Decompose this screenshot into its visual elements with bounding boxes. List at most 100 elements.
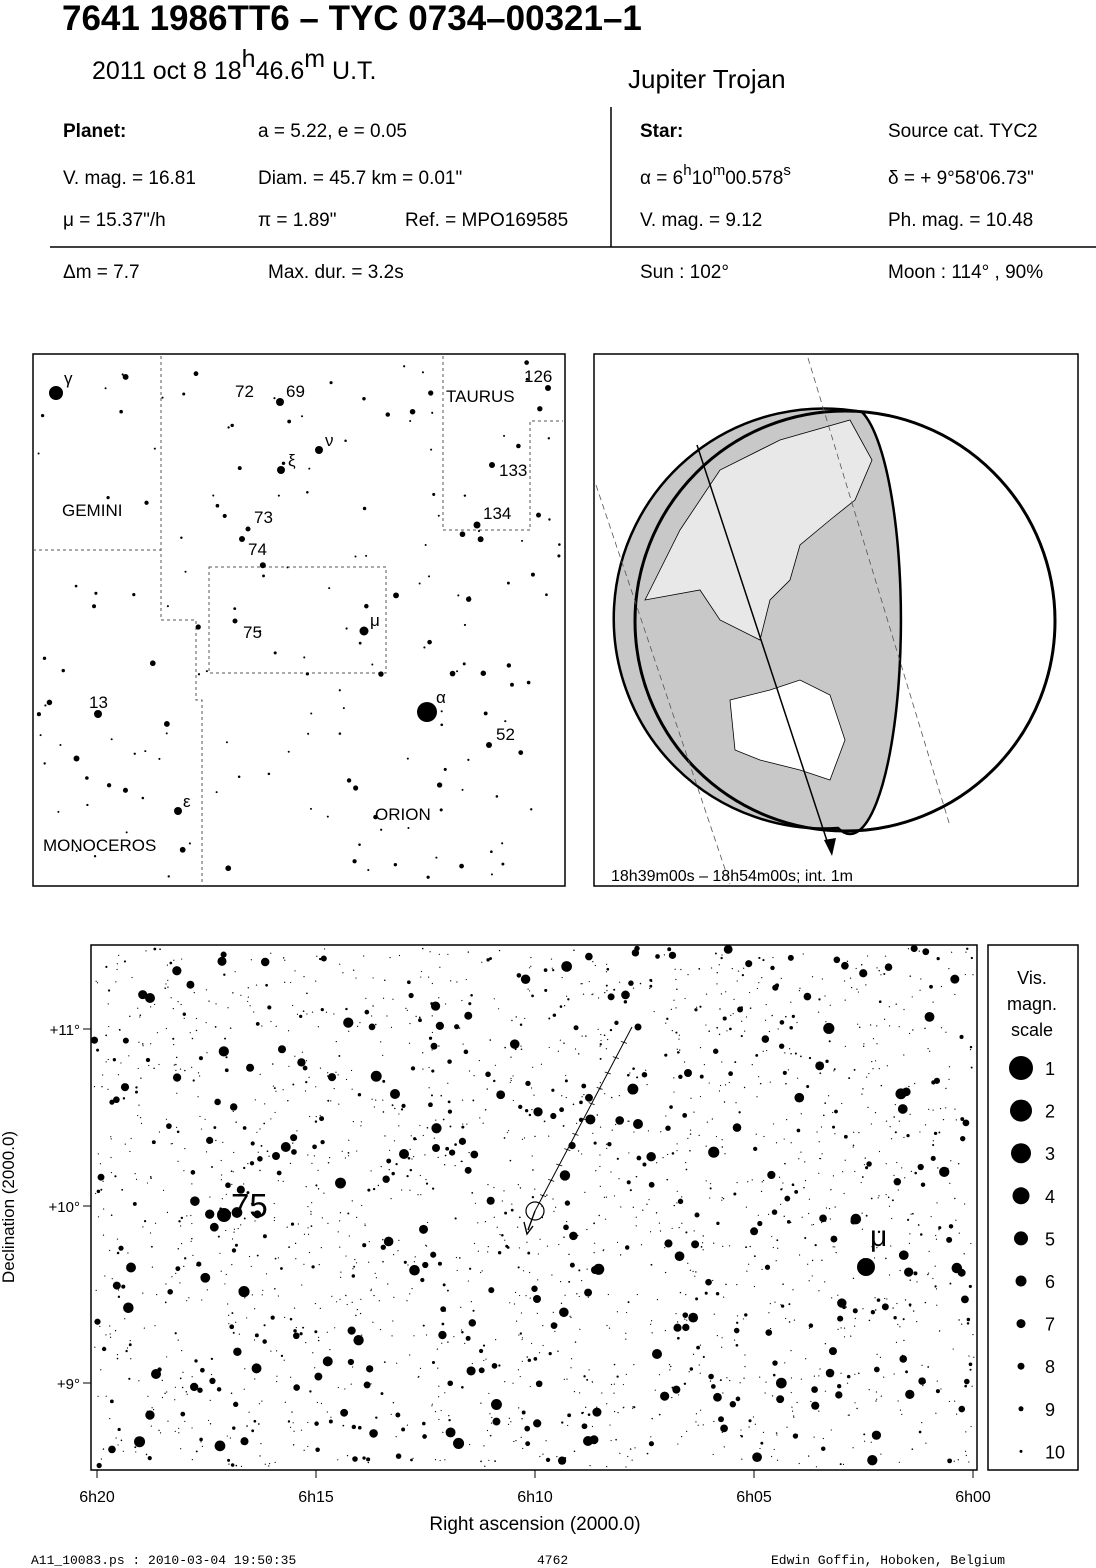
- star: [242, 1126, 247, 1130]
- star: [521, 1360, 523, 1362]
- star: [319, 1067, 322, 1069]
- star: [920, 978, 922, 980]
- star: [800, 1055, 802, 1058]
- star: [788, 1303, 791, 1306]
- finder-star: [489, 462, 495, 468]
- star: [685, 1161, 687, 1164]
- star: [322, 1356, 333, 1367]
- star: [837, 1328, 839, 1331]
- star: [850, 1218, 857, 1225]
- star: [261, 1294, 263, 1296]
- finder-star: [49, 386, 63, 400]
- finder-star: [301, 415, 304, 418]
- star: [901, 1167, 903, 1169]
- star: [531, 1109, 533, 1111]
- finder-star: [245, 526, 251, 532]
- star: [772, 1246, 774, 1249]
- star: [234, 971, 236, 973]
- frame: [90, 944, 978, 1471]
- star: [389, 957, 391, 959]
- star: [673, 1204, 675, 1207]
- star: [753, 1255, 756, 1258]
- star: [399, 1149, 409, 1159]
- star: [934, 1285, 937, 1288]
- star: [409, 1189, 411, 1191]
- star: [355, 1216, 358, 1219]
- scale-label: 8: [1045, 1357, 1055, 1377]
- star: [262, 1234, 267, 1239]
- star: [753, 1146, 758, 1152]
- star: [530, 1087, 533, 1089]
- finder-star: [233, 607, 237, 611]
- star: [585, 952, 593, 961]
- finder-star: [158, 757, 161, 760]
- star: [778, 1043, 785, 1049]
- star: [681, 1201, 683, 1204]
- star: [907, 1218, 910, 1221]
- star: [270, 1118, 272, 1120]
- star: [791, 1014, 795, 1018]
- star: [546, 1245, 549, 1247]
- star: [676, 1202, 678, 1204]
- star: [472, 1309, 475, 1312]
- star: [497, 1008, 500, 1010]
- star: [122, 1097, 126, 1100]
- star: [687, 1137, 689, 1139]
- star: [143, 1220, 147, 1223]
- star: [919, 989, 921, 991]
- star: [671, 1152, 675, 1155]
- star: [380, 1041, 382, 1043]
- star: [391, 1171, 395, 1176]
- star: [229, 1027, 232, 1029]
- scale-title: scale: [1011, 1020, 1053, 1040]
- star: [559, 1170, 571, 1181]
- star: [256, 1131, 258, 1133]
- star: [950, 974, 960, 984]
- star: [531, 994, 534, 998]
- star: [166, 1211, 169, 1214]
- star: [342, 972, 344, 974]
- star: [825, 1059, 829, 1064]
- star: [633, 1119, 643, 1129]
- star: [512, 1382, 514, 1384]
- star: [109, 1099, 115, 1105]
- star: [274, 1461, 276, 1463]
- star: [386, 1158, 392, 1164]
- star: [780, 1203, 782, 1205]
- star: [305, 1186, 307, 1188]
- star: [447, 1082, 449, 1084]
- star: [681, 1196, 683, 1198]
- finder-label: 133: [499, 461, 527, 480]
- star: [240, 1437, 249, 1446]
- star: [573, 1450, 576, 1452]
- star: [671, 1227, 673, 1230]
- star: [510, 1056, 512, 1058]
- star: [970, 1242, 972, 1245]
- star: [961, 1323, 963, 1325]
- star: [551, 967, 553, 969]
- star: [564, 1294, 566, 1296]
- star: [843, 1327, 846, 1329]
- star: [243, 1388, 245, 1390]
- star: [294, 970, 296, 972]
- star: [579, 1100, 583, 1105]
- star: [625, 1338, 627, 1340]
- star: [674, 968, 676, 970]
- finder-star: [258, 630, 262, 633]
- star: [879, 1356, 882, 1358]
- star: [519, 1187, 522, 1189]
- star: [521, 1138, 524, 1140]
- star: [221, 1174, 223, 1176]
- star: [721, 1061, 723, 1063]
- finder-star: [436, 782, 443, 788]
- star: [672, 1385, 681, 1394]
- star: [521, 1418, 523, 1420]
- star: [405, 1007, 407, 1010]
- star: [262, 1339, 267, 1344]
- star: [461, 1099, 464, 1101]
- star: [383, 1361, 386, 1364]
- star: [366, 1457, 371, 1462]
- star: [699, 1047, 702, 1049]
- finder-star: [393, 592, 399, 599]
- star: [582, 993, 585, 995]
